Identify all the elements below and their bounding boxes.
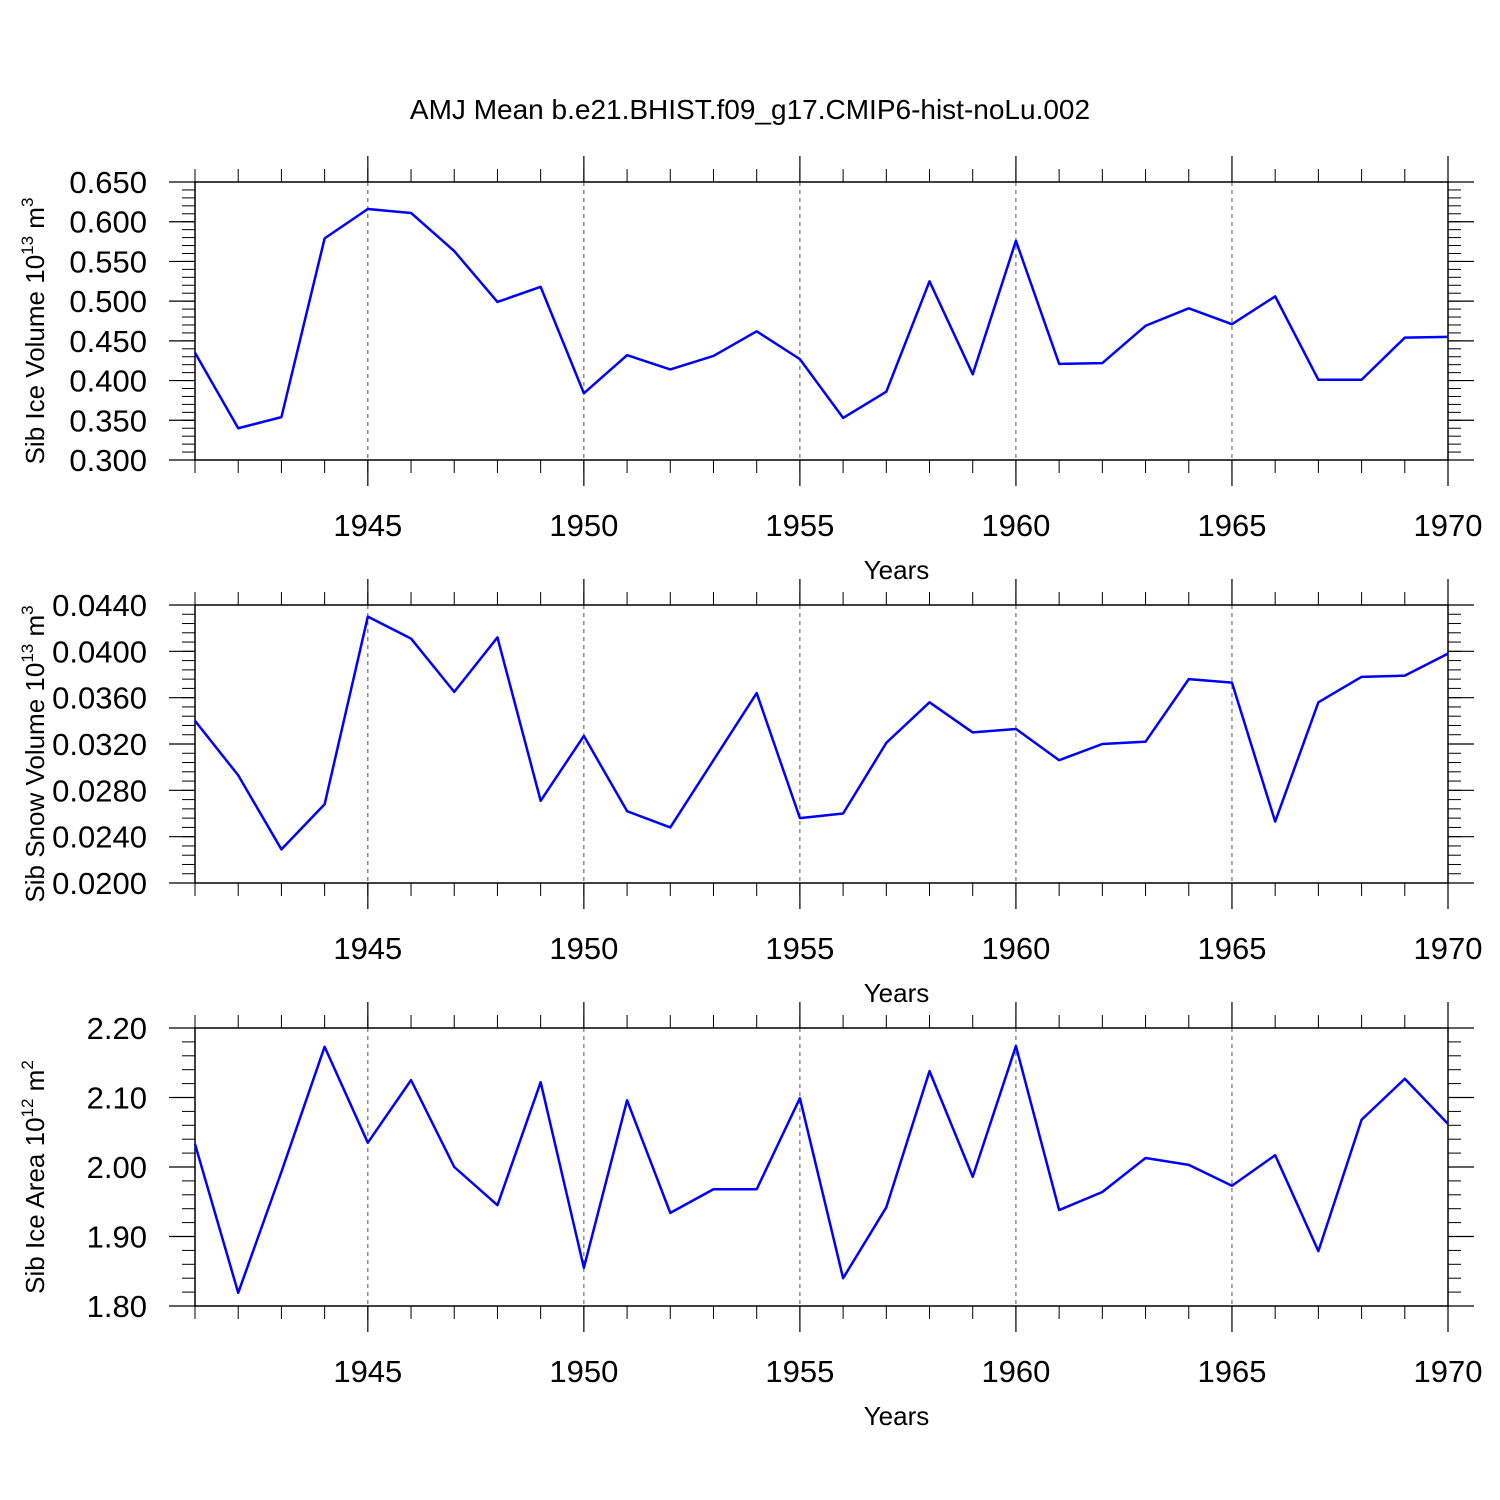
- x-tick-label: 1960: [981, 508, 1050, 543]
- x-tick-label: 1945: [333, 931, 402, 966]
- y-tick-label: 0.0440: [52, 588, 147, 623]
- y-tick-label: 1.80: [87, 1289, 147, 1324]
- y-tick-label: 2.10: [87, 1081, 147, 1116]
- y-tick-label: 2.20: [87, 1011, 147, 1046]
- x-tick-label: 1965: [1197, 931, 1266, 966]
- y-axis-label: Sib Ice Volume 1013 m3: [18, 198, 50, 465]
- x-tick-label: 1955: [765, 508, 834, 543]
- data-line: [193, 1044, 1449, 1295]
- x-tick-label: 1945: [333, 1354, 402, 1389]
- y-tick-label: 0.500: [69, 284, 147, 319]
- y-axis-label-part: m: [20, 615, 50, 644]
- y-axis-label-exponent: 3: [18, 605, 37, 614]
- figure-title: AMJ Mean b.e21.BHIST.f09_g17.CMIP6-hist-…: [410, 94, 1090, 125]
- y-axis-label-part: Sib Snow Volume 10: [20, 663, 50, 903]
- y-axis-label-exponent: 13: [18, 644, 37, 663]
- x-tick-label: 1950: [549, 508, 618, 543]
- x-tick-label: 1945: [333, 508, 402, 543]
- x-tick-label: 1960: [981, 1354, 1050, 1389]
- x-tick-label: 1950: [549, 1354, 618, 1389]
- plot-frame: [194, 604, 1449, 884]
- y-tick-label: 0.0200: [52, 866, 147, 901]
- y-axis-label-part: m: [20, 1070, 50, 1099]
- x-tick-label: 1970: [1414, 508, 1483, 543]
- y-axis-label-exponent: 3: [18, 198, 37, 207]
- y-tick-label: 0.550: [69, 244, 147, 279]
- y-tick-label: 0.300: [69, 443, 147, 478]
- y-tick-label: 1.90: [87, 1220, 147, 1255]
- x-axis-label: Years: [864, 978, 930, 1008]
- y-tick-label: 0.0400: [52, 634, 147, 669]
- y-axis-label: Sib Snow Volume 1013 m3: [18, 605, 50, 902]
- y-axis-label-part: Sib Ice Area 10: [20, 1117, 50, 1293]
- x-tick-label: 1960: [981, 931, 1050, 966]
- y-axis-label-part: Sib Ice Volume 10: [20, 255, 50, 465]
- x-tick-label: 1965: [1197, 508, 1266, 543]
- y-tick-label: 2.00: [87, 1150, 147, 1185]
- y-tick-label: 0.0360: [52, 681, 147, 716]
- y-axis-label-part: m: [20, 207, 50, 236]
- y-tick-label: 0.600: [69, 205, 147, 240]
- x-tick-label: 1955: [765, 1354, 834, 1389]
- y-axis-label-exponent: 13: [18, 236, 37, 255]
- plot-frame: [194, 181, 1449, 461]
- x-tick-label: 1970: [1414, 1354, 1483, 1389]
- y-tick-label: 0.650: [69, 165, 147, 200]
- y-tick-label: 0.350: [69, 403, 147, 438]
- y-axis-label: Sib Ice Area 1012 m2: [18, 1060, 50, 1294]
- x-tick-label: 1955: [765, 931, 834, 966]
- x-axis-label: Years: [864, 1401, 930, 1431]
- y-tick-label: 0.0280: [52, 773, 147, 808]
- x-axis-label: Years: [864, 555, 930, 585]
- y-tick-label: 0.450: [69, 324, 147, 359]
- plot-frame: [194, 1027, 1449, 1307]
- data-line: [194, 615, 1449, 851]
- y-tick-label: 0.0320: [52, 727, 147, 762]
- x-tick-label: 1965: [1197, 1354, 1266, 1389]
- y-tick-label: 0.0240: [52, 820, 147, 855]
- y-tick-label: 0.400: [69, 364, 147, 399]
- x-tick-label: 1970: [1414, 931, 1483, 966]
- x-tick-label: 1950: [549, 931, 618, 966]
- y-axis-label-exponent: 12: [18, 1099, 37, 1118]
- data-line: [193, 207, 1449, 430]
- y-axis-label-exponent: 2: [18, 1060, 37, 1069]
